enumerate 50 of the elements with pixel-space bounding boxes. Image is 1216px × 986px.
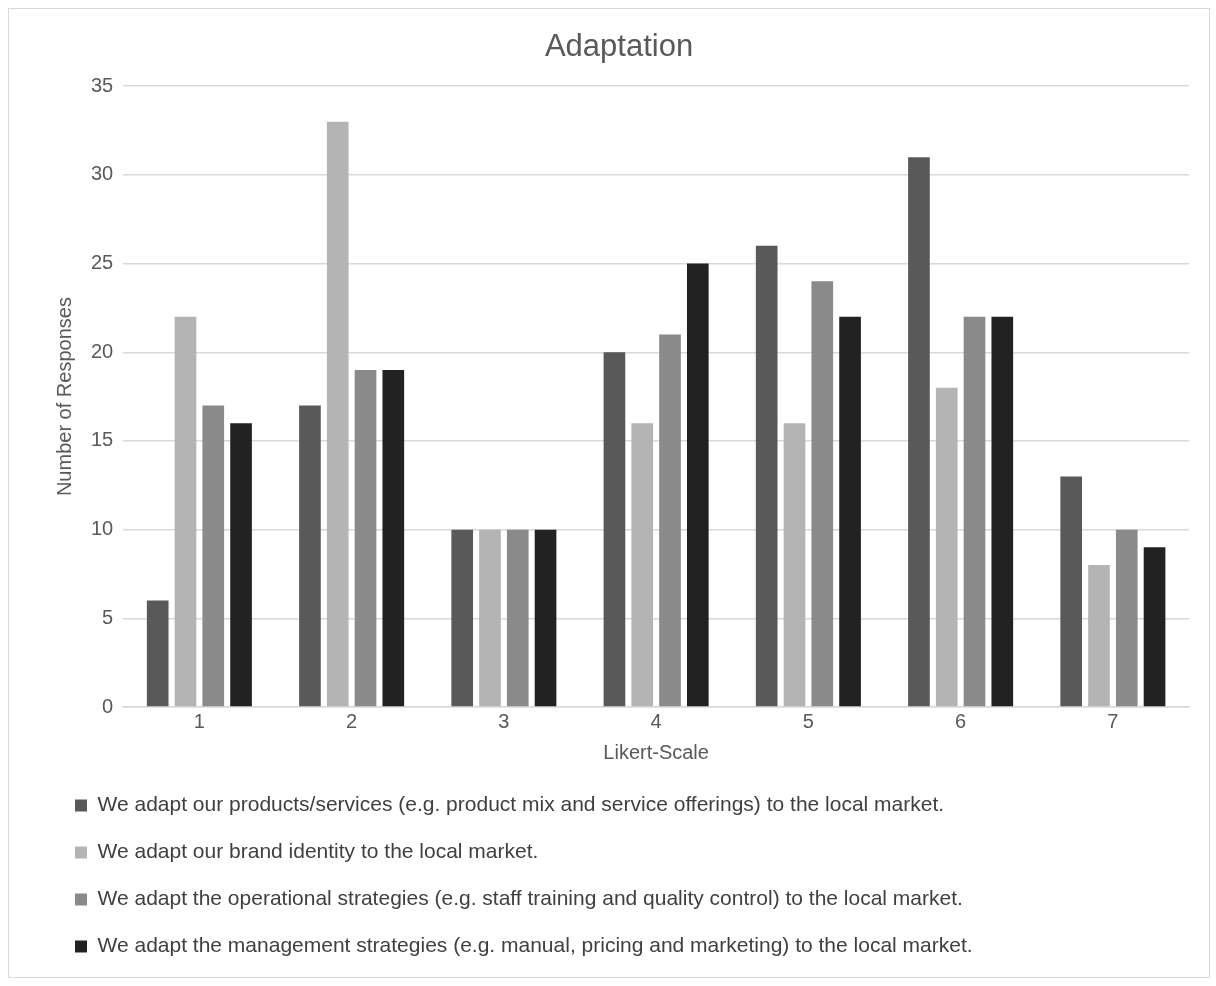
bar: [783, 423, 806, 707]
bar: [146, 600, 169, 707]
y-tick-label: 5: [102, 605, 114, 628]
bar: [479, 529, 501, 707]
bar: [991, 316, 1014, 707]
y-tick-label: 30: [91, 162, 114, 185]
legend-label: We adapt the operational strategies (e.g. staff training and quality control) to the local market.: [97, 886, 963, 910]
legend-label: We adapt our products/services (e.g. product mix and service offerings) to the local market.: [97, 792, 945, 816]
bar: [174, 316, 197, 707]
bar: [299, 405, 321, 707]
x-axis-title: Likert-Scale: [603, 740, 709, 763]
bar: [1143, 547, 1166, 707]
bar: [382, 369, 405, 707]
x-tick-label: 6: [955, 709, 967, 732]
x-tick-label: 7: [1107, 709, 1119, 732]
chart-title: Adaptation: [544, 28, 694, 64]
y-tick-label: 25: [91, 251, 114, 274]
bar: [839, 316, 861, 707]
bar: [1115, 529, 1138, 707]
bar: [451, 529, 474, 707]
y-tick-label: 0: [102, 694, 114, 717]
bar: [659, 334, 681, 707]
bar: [326, 121, 349, 707]
y-tick-label: 35: [91, 73, 114, 96]
bar: [908, 157, 930, 707]
bar: [686, 263, 709, 707]
bar: [506, 529, 529, 707]
bar: [230, 423, 252, 707]
x-tick-label: 1: [193, 709, 205, 732]
x-tick-label: 3: [498, 709, 510, 732]
y-axis-title: Number of Responses: [52, 297, 75, 497]
bar: [354, 369, 377, 707]
bar: [534, 529, 557, 707]
bar: [202, 405, 225, 707]
x-tick-label: 4: [650, 709, 662, 732]
x-tick-label: 2: [346, 709, 358, 732]
y-tick-label: 20: [91, 339, 114, 362]
bar: [963, 316, 986, 707]
legend-label: We adapt the management strategies (e.g. manual, pricing and marketing) to the local market.: [97, 933, 973, 957]
y-tick-label: 10: [91, 517, 114, 540]
bar: [603, 352, 626, 707]
bar: [631, 423, 654, 707]
bar: [755, 245, 778, 707]
bar: [1060, 476, 1083, 707]
bar: [935, 387, 958, 707]
legend-label: We adapt our brand identity to the local market.: [97, 839, 539, 863]
x-tick-label: 5: [802, 709, 814, 732]
bar: [811, 281, 834, 707]
y-tick-label: 15: [91, 428, 114, 451]
bar: [1088, 565, 1110, 707]
